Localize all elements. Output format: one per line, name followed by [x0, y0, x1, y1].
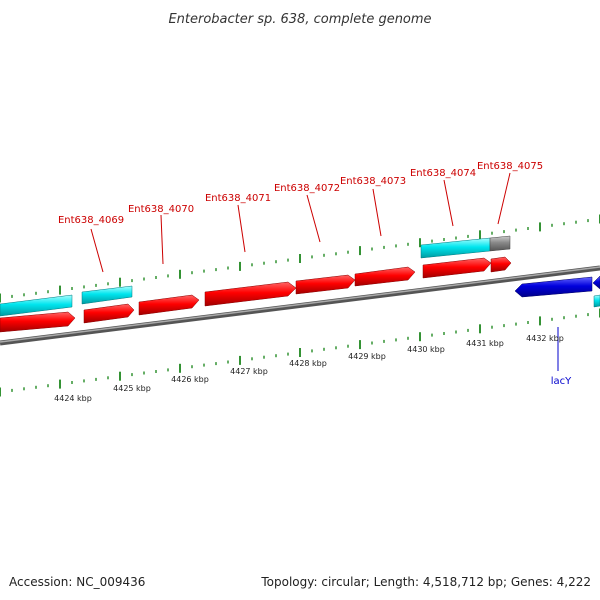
genome-backbone	[0, 265, 600, 346]
genome-summary-text: Topology: circular; Length: 4,518,712 bp…	[260, 575, 591, 589]
lower-tick-track	[0, 308, 600, 397]
kbp-label: 4426 kbp	[171, 375, 209, 384]
gene-label-lacY[interactable]: lacY	[551, 376, 572, 387]
kbp-label: 4430 kbp	[407, 345, 445, 354]
kbp-label: 4424 kbp	[54, 394, 92, 403]
gene-labels: Ent638_4069 Ent638_4070 Ent638_4071 Ent6…	[58, 161, 572, 387]
gene-feature[interactable]	[0, 294, 73, 317]
gene-feature[interactable]	[593, 294, 600, 308]
reverse-cds-track	[514, 275, 600, 298]
upper-tick-track	[0, 214, 600, 303]
gene-feature[interactable]	[81, 285, 133, 305]
gene-label[interactable]: Ent638_4074	[410, 168, 476, 179]
cds-arrow[interactable]	[0, 311, 76, 333]
pseudogene-feature[interactable]	[489, 235, 511, 252]
gene-label[interactable]: Ent638_4075	[477, 161, 543, 172]
gene-label[interactable]: Ent638_4070	[128, 204, 194, 215]
cds-arrow[interactable]	[422, 257, 492, 279]
kbp-label: 4431 kbp	[466, 339, 504, 348]
kbp-label: 4427 kbp	[230, 367, 268, 376]
cds-arrow[interactable]	[490, 256, 512, 273]
gene-label-leaders	[90, 172, 511, 273]
gene-track	[0, 235, 600, 317]
gene-label[interactable]: Ent638_4069	[58, 215, 124, 226]
cds-arrow[interactable]	[138, 294, 200, 316]
kbp-label: 4425 kbp	[113, 384, 151, 393]
cds-arrow-reverse[interactable]	[592, 275, 600, 290]
cds-arrow[interactable]	[354, 266, 416, 287]
map-title: Enterobacter sp. 638, complete genome	[168, 12, 431, 27]
gene-label[interactable]: Ent638_4073	[340, 176, 406, 187]
cds-arrow-reverse[interactable]	[514, 276, 593, 298]
gene-label[interactable]: Ent638_4071	[205, 193, 271, 204]
accession-text: Accession: NC_009436	[9, 575, 145, 589]
cds-arrow[interactable]	[295, 274, 356, 295]
gene-label[interactable]: Ent638_4072	[274, 183, 340, 194]
cds-arrow[interactable]	[83, 303, 135, 324]
gene-feature[interactable]	[420, 237, 491, 259]
forward-cds-track	[0, 256, 512, 333]
kbp-label: 4432 kbp	[526, 334, 564, 343]
kbp-label: 4428 kbp	[289, 359, 327, 368]
kbp-label: 4429 kbp	[348, 352, 386, 361]
cds-arrow[interactable]	[204, 281, 297, 307]
kbp-tick-labels: 4424 kbp 4425 kbp 4426 kbp 4427 kbp 4428…	[54, 334, 564, 403]
